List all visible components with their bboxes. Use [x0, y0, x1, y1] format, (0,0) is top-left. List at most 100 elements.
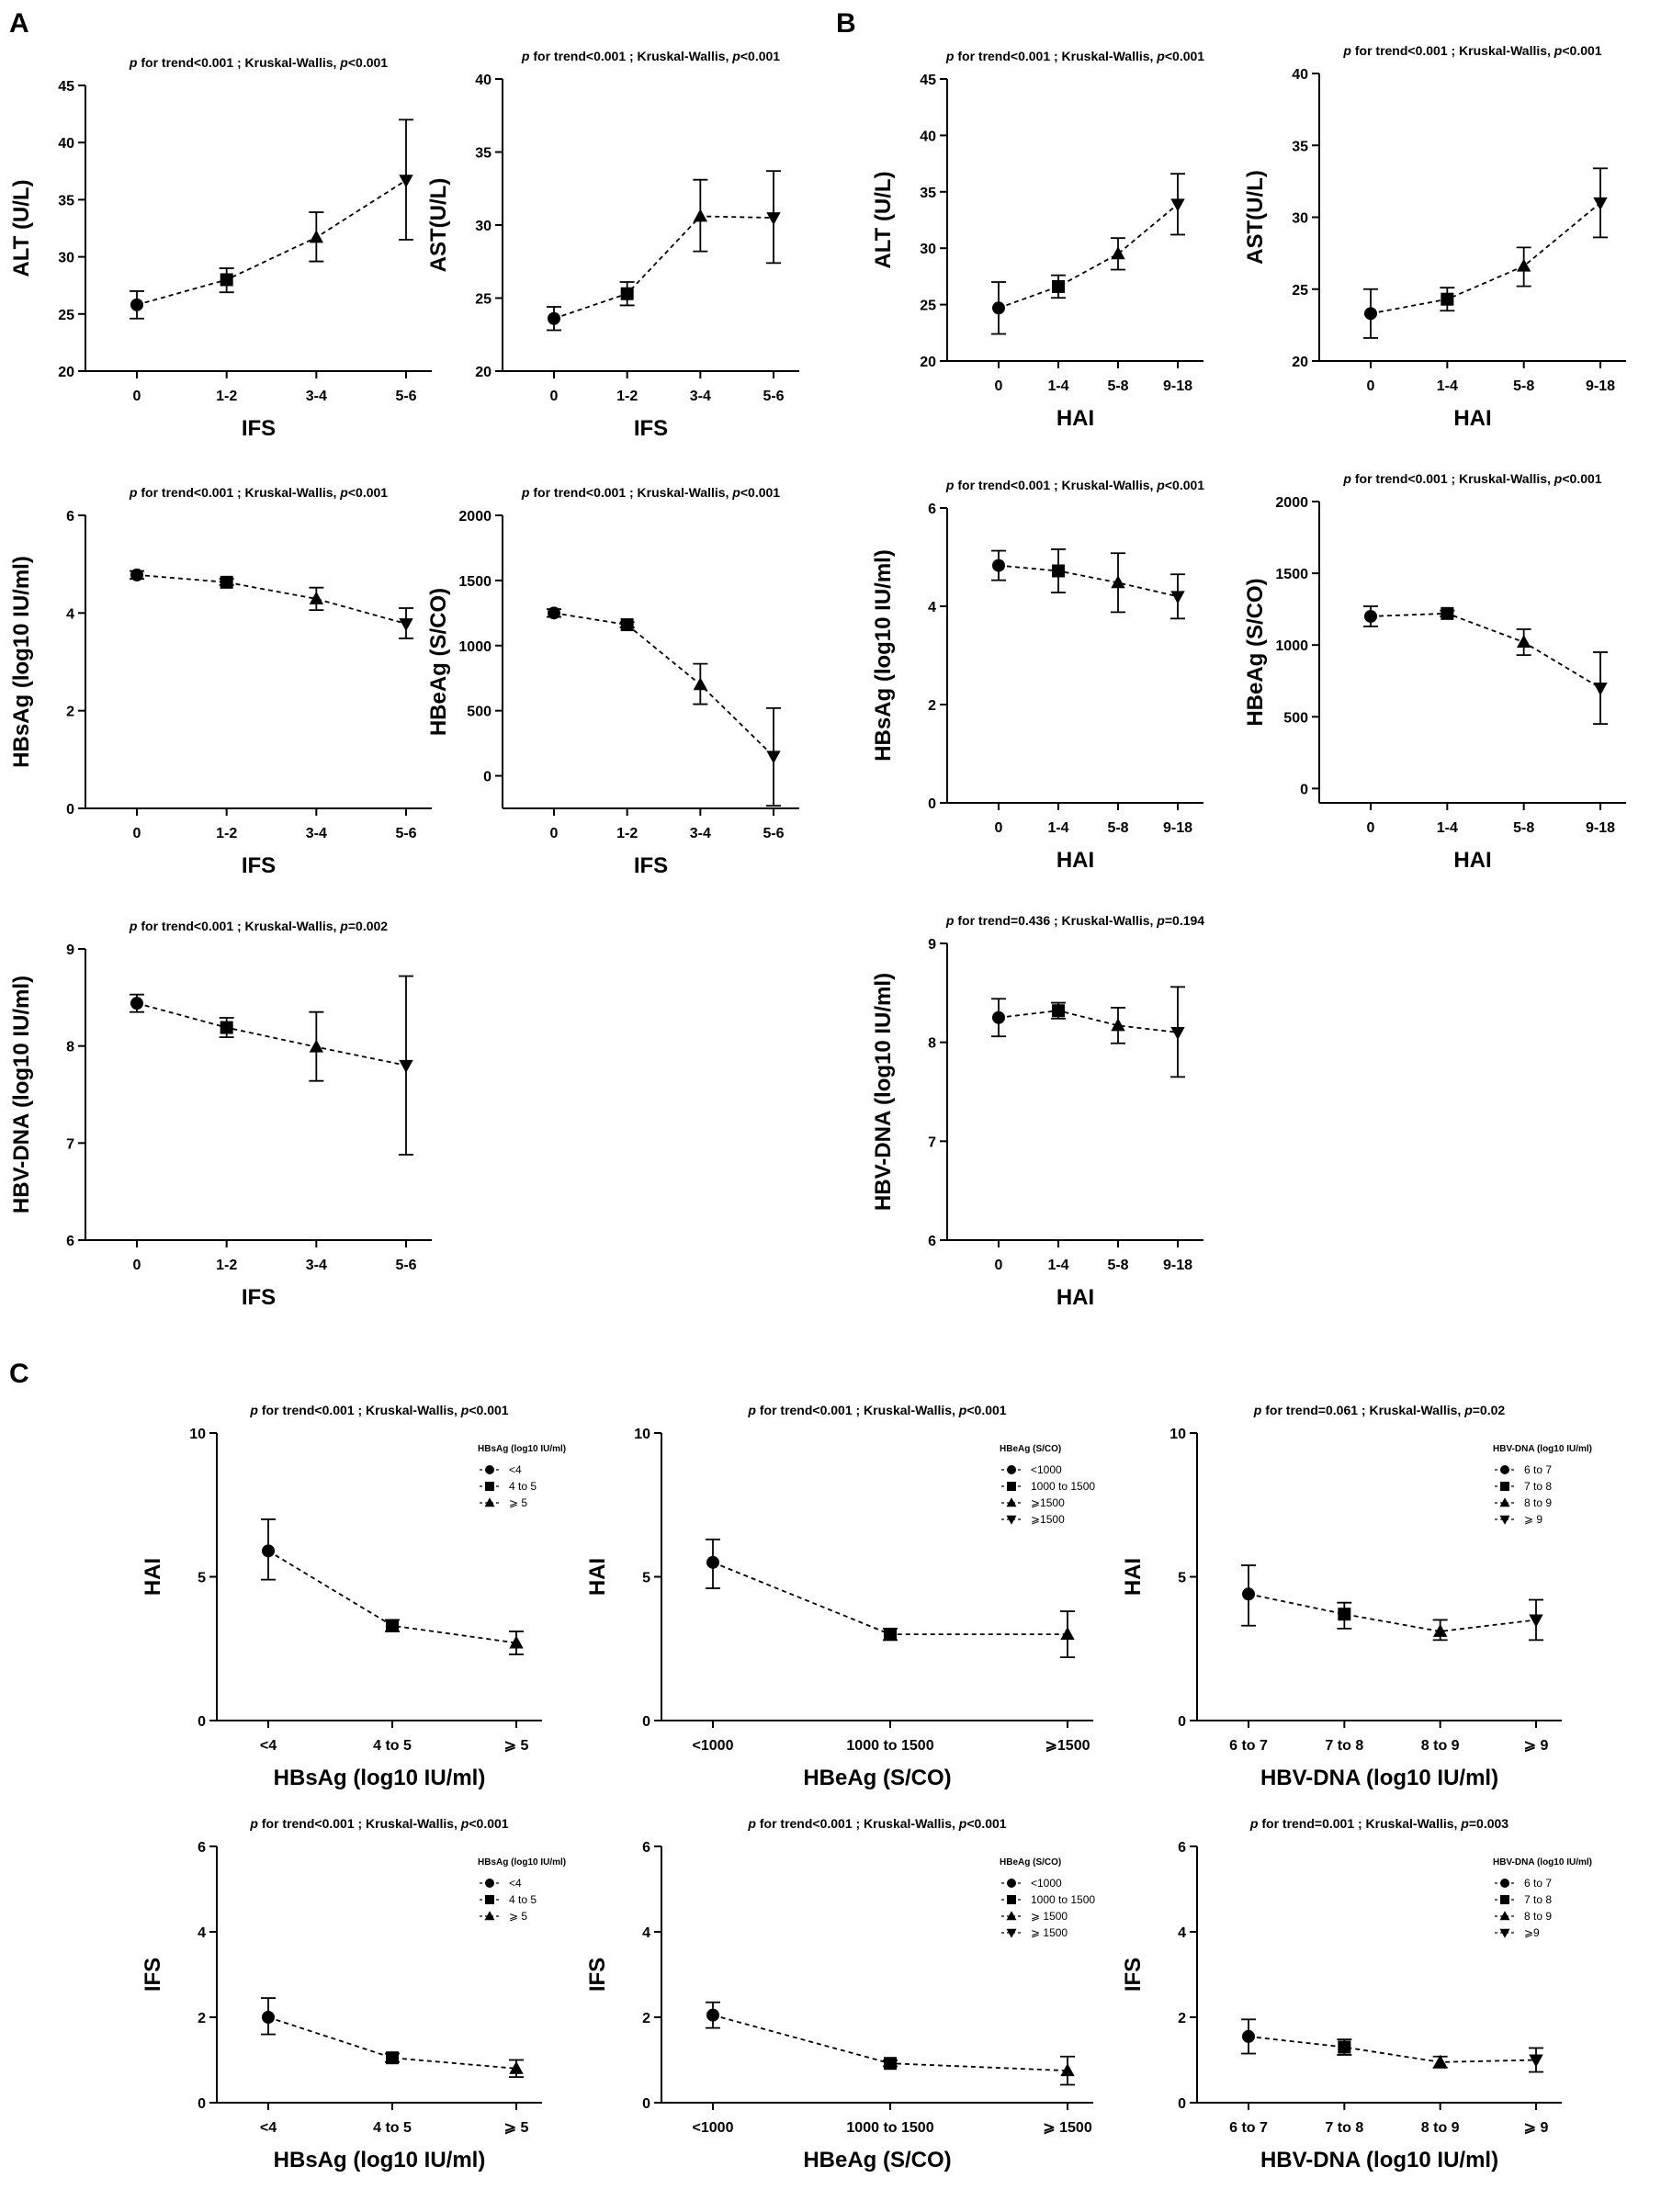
y-axis-label: ALT (U/L) [9, 179, 34, 276]
x-tick-label: 7 to 8 [1325, 1738, 1363, 1754]
x-tick-label: 1000 to 1500 [846, 2120, 933, 2136]
data-point [1170, 198, 1185, 212]
x-tick-label: 1-2 [616, 389, 638, 404]
data-point [706, 1555, 719, 1569]
x-tick-label: 0 [995, 378, 1003, 394]
y-tick-label: 0 [642, 2096, 650, 2112]
data-point [1242, 2029, 1255, 2043]
y-tick-label: 20 [920, 355, 936, 370]
chart-title: p for trend<0.001 ; Kruskal-Wallis, p<0.… [249, 1403, 508, 1417]
x-tick-label: 1-4 [1437, 378, 1458, 394]
data-point [309, 591, 324, 604]
y-tick-label: 30 [1292, 211, 1308, 227]
x-tick-label: 9-18 [1163, 378, 1192, 394]
x-tick-label: 7 to 8 [1325, 2120, 1363, 2136]
x-axis-label: HBV-DNA (log10 IU/ml) [1260, 1766, 1498, 1790]
y-tick-label: 1000 [458, 639, 492, 655]
y-tick-label: 6 [66, 1234, 74, 1249]
y-tick-label: 7 [66, 1136, 74, 1152]
chart-7: p for trend<0.001 ; Kruskal-Wallis, p<0.… [871, 478, 1204, 873]
data-point [693, 677, 708, 691]
x-axis-label: IFS [242, 853, 276, 878]
chart-16: p for trend=0.001 ; Kruskal-Wallis, p=0.… [1121, 1816, 1592, 2172]
y-tick-label: 6 [198, 1840, 206, 1856]
x-tick-label: 9-18 [1163, 820, 1192, 836]
data-point [399, 618, 413, 632]
x-tick-label: 5-6 [763, 826, 784, 841]
x-axis-label: HAI [1453, 406, 1491, 431]
x-tick-label: <1000 [693, 1738, 734, 1754]
y-axis-label: HBV-DNA (log10 IU/ml) [871, 973, 896, 1211]
y-tick-label: 20 [58, 365, 74, 380]
series-line [1248, 2036, 1537, 2063]
legend-entry: 6 to 7 [1524, 1463, 1552, 1476]
data-point [1432, 2054, 1448, 2068]
legend-entry: <1000 [1031, 1463, 1062, 1476]
chart-15: p for trend<0.001 ; Kruskal-Wallis, p<0.… [585, 1816, 1095, 2172]
data-point [1441, 606, 1454, 620]
legend-entry: ⩾ 5 [509, 1496, 527, 1509]
data-point [1529, 1614, 1543, 1628]
data-point [1529, 2054, 1543, 2068]
x-tick-label: 0 [133, 826, 141, 841]
chart-5: p for trend<0.001 ; Kruskal-Wallis, p<0.… [9, 485, 432, 878]
data-point [130, 568, 143, 581]
panel-label-a: A [9, 8, 29, 39]
data-point [992, 1010, 1005, 1024]
data-point [548, 606, 560, 620]
legend-marker [1006, 1497, 1017, 1507]
data-point [884, 1628, 897, 1642]
data-point [1111, 1018, 1125, 1032]
y-tick-label: 2000 [458, 509, 492, 525]
y-tick-label: 5 [1178, 1571, 1186, 1586]
data-point [509, 2060, 524, 2074]
chart-title: p for trend<0.001 ; Kruskal-Wallis, p<0.… [747, 1403, 1006, 1417]
y-tick-label: 2 [198, 2011, 206, 2026]
y-tick-label: 25 [1292, 283, 1308, 299]
y-axis-label: HBsAg (log10 IU/ml) [9, 556, 34, 768]
y-tick-label: 25 [475, 292, 492, 308]
y-tick-label: 0 [66, 802, 74, 818]
data-point [399, 1059, 413, 1073]
legend-entry: ⩾1500 [1031, 1496, 1065, 1509]
legend-marker [1499, 1928, 1510, 1938]
y-axis-label: ALT (U/L) [871, 171, 896, 268]
y-axis-label: AST(U/L) [426, 178, 451, 273]
y-tick-label: 0 [483, 770, 492, 785]
x-tick-label: 5-6 [395, 389, 416, 404]
y-tick-label: 0 [1300, 782, 1308, 797]
chart-13: p for trend=0.061 ; Kruskal-Wallis, p=0.… [1121, 1403, 1592, 1790]
y-tick-label: 6 [1178, 1840, 1186, 1856]
x-tick-label: 0 [995, 820, 1003, 836]
data-point [1516, 258, 1531, 272]
legend-title: HBsAg (log10 IU/ml) [478, 1857, 566, 1868]
legend-marker [1007, 1465, 1016, 1474]
chart-title: p for trend<0.001 ; Kruskal-Wallis, p<0.… [945, 49, 1204, 63]
legend-marker [1499, 1515, 1510, 1525]
y-tick-label: 30 [475, 219, 492, 234]
series-line [136, 1002, 407, 1066]
data-point [309, 230, 324, 243]
x-tick-label: 5-8 [1513, 378, 1534, 394]
y-axis-label: IFS [585, 1958, 610, 1992]
series-line [136, 573, 407, 625]
x-axis-label: IFS [634, 853, 668, 878]
chart-4: p for trend<0.001 ; Kruskal-Wallis, p<0.… [1243, 43, 1626, 431]
y-tick-label: 0 [642, 1714, 650, 1730]
data-point [220, 273, 233, 287]
x-tick-label: <4 [260, 2120, 277, 2136]
data-point [1052, 564, 1065, 578]
chart-title: p for trend=0.436 ; Kruskal-Wallis, p=0.… [945, 913, 1204, 928]
y-tick-label: 2 [928, 698, 936, 714]
chart-title: p for trend<0.001 ; Kruskal-Wallis, p=0.… [129, 919, 388, 933]
y-tick-label: 7 [928, 1134, 936, 1150]
data-point [1593, 683, 1608, 696]
series-line [998, 203, 1179, 310]
y-axis-label: HAI [1121, 1558, 1146, 1596]
y-tick-label: 1500 [1275, 567, 1308, 582]
x-tick-label: 1-4 [1047, 820, 1068, 836]
y-tick-label: 500 [467, 705, 492, 720]
series-line [1248, 1593, 1537, 1632]
y-tick-label: 20 [1292, 355, 1308, 370]
legend-marker [1499, 1911, 1510, 1921]
